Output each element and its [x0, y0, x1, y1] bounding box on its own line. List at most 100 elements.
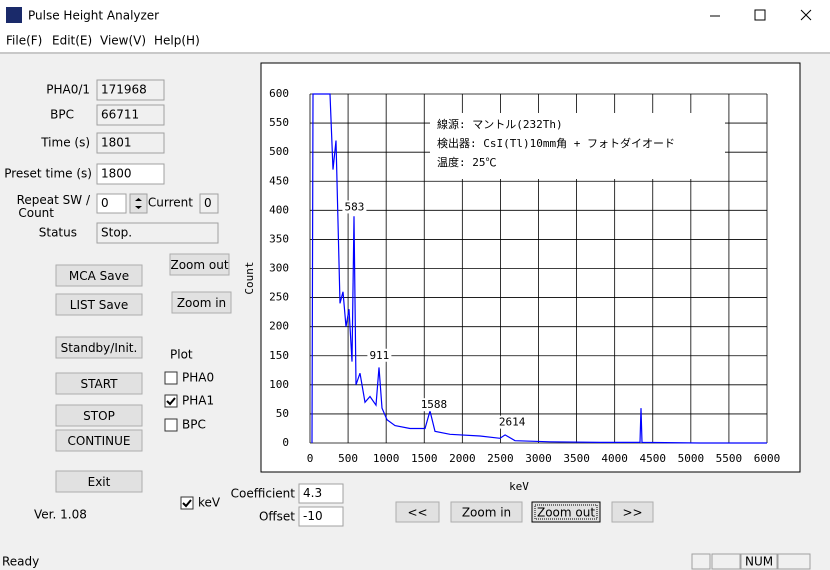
annotation-bg [342, 200, 367, 214]
field-value[interactable]: 0 [101, 196, 109, 210]
button-face[interactable] [55, 264, 143, 287]
focus-ring [534, 504, 598, 520]
field-value: Stop. [101, 226, 132, 240]
info-text: 温度: 25℃ [437, 155, 497, 169]
checkbox-label[interactable]: keV [198, 496, 221, 510]
close-button[interactable] [800, 9, 812, 21]
y-tick-label: 400 [269, 203, 289, 216]
status-bar [0, 552, 830, 570]
status-pane [691, 553, 711, 570]
field-label-line: Repeat SW / [17, 193, 91, 207]
button[interactable]: Zoom in [177, 296, 226, 310]
field-label: Status [39, 226, 77, 240]
annotation-bg [367, 348, 392, 362]
y-tick-label: 500 [269, 145, 289, 158]
y-tick-label: 150 [269, 349, 289, 362]
field-label-line: Count [18, 206, 54, 220]
button-face[interactable] [531, 501, 601, 523]
button[interactable]: Zoom out [170, 258, 228, 272]
status-text: Ready [2, 555, 39, 569]
spectrum-line [311, 93, 767, 444]
checkbox[interactable] [164, 418, 178, 432]
button[interactable]: LIST Save [70, 298, 128, 312]
calibration-label: Coefficient [231, 487, 296, 501]
field-label: Repeat SW / Count [17, 193, 91, 220]
y-tick-label: 50 [276, 407, 289, 420]
x-tick-label: 1000 [373, 452, 400, 465]
maximize-button[interactable] [754, 9, 766, 21]
x-tick-label: 3500 [563, 452, 590, 465]
calibration-value-box[interactable] [298, 506, 344, 527]
field-value: 1801 [101, 136, 132, 150]
spinner-arrows[interactable] [135, 198, 142, 209]
checkbox-label[interactable]: PHA0 [182, 371, 214, 385]
x-axis-label: keV [509, 480, 529, 493]
button[interactable]: Exit [88, 475, 111, 489]
button-face[interactable] [450, 501, 523, 523]
button-face[interactable] [55, 429, 143, 452]
button[interactable]: Standby/Init. [61, 341, 138, 355]
button-face[interactable] [169, 253, 230, 276]
button-face[interactable] [395, 501, 440, 523]
checkbox[interactable] [164, 394, 178, 408]
status-pane [740, 553, 778, 570]
field-value-box[interactable] [96, 193, 127, 214]
field-value-box [96, 79, 165, 101]
calibration-value[interactable]: 4.3 [303, 486, 322, 500]
button[interactable]: >> [622, 506, 642, 520]
button[interactable]: << [407, 506, 427, 520]
menu-item[interactable]: File(F) [6, 34, 42, 48]
checkmark [166, 397, 176, 406]
checkmark [182, 499, 192, 508]
button[interactable]: Zoom out [537, 506, 595, 520]
y-tick-label: 450 [269, 174, 289, 187]
button-face[interactable] [55, 404, 143, 427]
checkbox-label[interactable]: BPC [182, 418, 206, 432]
field-value-box [96, 222, 219, 244]
info-text: 検出器: CsI(Tl)10mm角 + フォトダイオード [437, 136, 675, 150]
button-face[interactable] [55, 470, 143, 493]
peak-label: 2614 [499, 416, 526, 429]
status-pane [711, 553, 741, 570]
menu-item[interactable]: View(V) [100, 34, 146, 48]
status-pane [777, 553, 811, 570]
button-face[interactable] [55, 372, 143, 395]
y-tick-label: 250 [269, 291, 289, 304]
button-face[interactable] [611, 501, 654, 523]
x-tick-label: 6000 [754, 452, 781, 465]
checkbox[interactable] [180, 496, 194, 510]
x-tick-label: 500 [338, 452, 358, 465]
checkbox-label[interactable]: PHA1 [182, 394, 214, 408]
button-face[interactable] [171, 291, 232, 314]
field-label: Time (s) [40, 136, 90, 150]
x-tick-label: 2500 [487, 452, 514, 465]
button[interactable]: START [80, 377, 118, 391]
field-value[interactable]: 1800 [101, 167, 132, 181]
info-text: 線源: マントル(232Th) [437, 117, 563, 131]
spinner[interactable] [129, 193, 148, 214]
y-tick-label: 300 [269, 262, 289, 275]
annotation-bg [497, 415, 528, 429]
peak-label: 1588 [421, 398, 448, 411]
field-value-box [96, 104, 165, 126]
button[interactable]: CONTINUE [67, 434, 130, 448]
button-face[interactable] [55, 336, 143, 359]
calibration-label: Offset [259, 510, 295, 524]
button[interactable]: Zoom in [462, 506, 511, 520]
button[interactable]: MCA Save [69, 269, 129, 283]
calibration-value-box[interactable] [298, 483, 344, 504]
menu-item[interactable]: Help(H) [154, 34, 200, 48]
button[interactable]: STOP [83, 409, 115, 423]
x-tick-label: 4000 [601, 452, 628, 465]
peak-label: 911 [369, 349, 389, 362]
field-value-box[interactable] [96, 163, 165, 185]
y-axis-label: Count [243, 261, 256, 294]
field-value: 171968 [101, 83, 147, 97]
y-tick-label: 0 [282, 436, 289, 449]
button-face[interactable] [55, 293, 143, 316]
calibration-value[interactable]: -10 [303, 509, 323, 523]
checkbox[interactable] [164, 371, 178, 385]
menu-item[interactable]: Edit(E) [52, 34, 92, 48]
field-value: 0 [204, 196, 212, 210]
